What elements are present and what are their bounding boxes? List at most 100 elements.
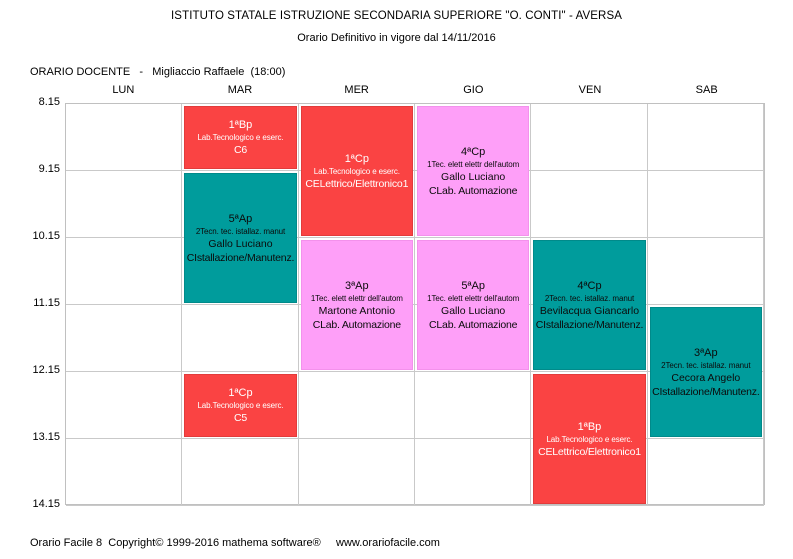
teacher-hours: (18:00) (250, 66, 286, 78)
event-class-label: 1ªCp (344, 152, 369, 165)
event-class-label: 3ªAp (693, 346, 718, 359)
day-header-mer: MER (344, 84, 369, 96)
schedule-subtitle: Orario Definitivo in vigore dal 14/11/20… (297, 32, 496, 44)
event-mer-2: 3ªAp 1Tec. elett elettr dell'autom Martone… (300, 240, 413, 370)
event-ven-2: 4ªCp 2Tecn. tec. istallaz. manut Bevilacqu… (533, 240, 646, 370)
day-header-mar: MAR (227, 84, 253, 96)
time-label-13-15: 13.15 (32, 431, 60, 443)
day-header-gio: GIO (463, 84, 484, 96)
time-label-10-15: 10.15 (32, 230, 60, 242)
event-gio-0: 4ªCp 1Tec. elett elettr dell'autom Gallo L… (417, 106, 530, 236)
time-label-14-15: 14.15 (32, 498, 60, 510)
grid-cell (531, 104, 648, 171)
event-mar-1: 5ªAp 2Tecn. tec. istallaz. manut Gallo Luc… (184, 173, 297, 303)
event-subject-label: Lab.Tecnologico e eserc. (313, 166, 400, 176)
event-class-label: 1ªCp (228, 387, 253, 399)
event-subject-label: Lab.Tecnologico e eserc. (197, 133, 284, 142)
event-subject-label: 2Tecn. tec. istallaz. manut (661, 360, 751, 370)
orario-docente-label: ORARIO DOCENTE (30, 66, 131, 78)
event-class-label: 1ªBp (228, 119, 253, 131)
event-teacher-label: Bevilacqua Giancarlo (539, 304, 640, 317)
teacher-name: Migliaccio Raffaele (152, 66, 245, 78)
grid-cell (182, 372, 299, 439)
event-ven-4: 1ªBp Lab.Tecnologico e eserc. CELettrico/E… (533, 374, 646, 504)
time-axis: 8.15 9.15 10.15 11.15 12.15 13.15 14.15 (0, 0, 60, 559)
grid-cell (647, 238, 764, 305)
event-room-label: CELettrico/Elettronico1 (305, 177, 409, 190)
grid-cell (298, 439, 415, 506)
event-class-label: 4ªCp (577, 279, 602, 292)
event-mer-0: 1ªCp Lab.Tecnologico e eserc. CELettrico/E… (300, 106, 413, 236)
footer-credits: Orario Facile 8 Copyright© 1999-2016 mat… (30, 537, 440, 549)
day-header-sab: SAB (695, 84, 718, 96)
day-header-row: LUN MAR MER GIO VEN SAB (65, 84, 765, 98)
grid-cell (66, 104, 183, 171)
event-sab-3: 3ªAp 2Tecn. tec. istallaz. manut Cecora An… (649, 307, 762, 437)
grid-cell (66, 305, 183, 372)
event-room-label: CIstallazione/Manutenz. (535, 318, 644, 331)
day-header-lun: LUN (112, 84, 135, 96)
grid-cell (415, 171, 532, 238)
grid-cell (298, 372, 415, 439)
event-teacher-label: Cecora Angelo (671, 371, 741, 384)
time-label-11-15: 11.15 (33, 297, 60, 309)
grid-cell (647, 171, 764, 238)
grid-cell (531, 439, 648, 506)
event-subject-label: 1Tec. elett elettr dell'autom (427, 293, 520, 303)
event-class-label: 4ªCp (461, 145, 486, 158)
event-room-label: CLab. Automazione (312, 318, 401, 331)
time-label-12-15: 12.15 (32, 364, 60, 376)
grid-cell (66, 439, 183, 506)
header-separator2 (143, 66, 152, 78)
event-room-label: C5 (233, 412, 247, 424)
separator-dash: - (139, 66, 144, 78)
grid-cell (182, 305, 299, 372)
timetable-grid: 1ªBp Lab.Tecnologico e eserc. C6 1ªCp Lab.Te… (65, 103, 765, 506)
event-room-label: CLab. Automazione (429, 318, 518, 331)
event-subject-label: 1Tec. elett elettr dell'autom (427, 159, 520, 169)
grid-cell (182, 104, 299, 171)
grid-cell (647, 104, 764, 171)
grid-cell (415, 372, 532, 439)
grid-cell (66, 238, 183, 305)
event-teacher-label: Gallo Luciano (441, 304, 506, 317)
event-subject-label: 2Tecn. tec. istallaz. manut (195, 226, 286, 236)
event-room-label: CLab. Automazione (429, 184, 518, 197)
grid-cell (66, 372, 183, 439)
grid-cell (531, 171, 648, 238)
event-teacher-label: Martone Antonio (318, 304, 396, 317)
grid-cell (647, 372, 764, 439)
event-subject-label: Lab.Tecnologico e eserc. (546, 434, 633, 444)
teacher-schedule-header: ORARIO DOCENTE - Migliaccio Raffaele (18… (30, 66, 285, 78)
event-gio-2: 5ªAp 1Tec. elett elettr dell'autom Gallo L… (417, 240, 530, 370)
event-class-label: 5ªAp (228, 212, 253, 225)
event-teacher-label: Gallo Luciano (441, 170, 506, 183)
event-mar-0: 1ªBp Lab.Tecnologico e eserc. C6 (184, 106, 297, 169)
event-room-label: CIstallazione/Manutenz. (186, 251, 295, 264)
grid-cell (298, 305, 415, 372)
grid-cell (66, 171, 183, 238)
grid-cell (531, 305, 648, 372)
event-class-label: 5ªAp (461, 279, 485, 292)
event-subject-label: Lab.Tecnologico e eserc. (197, 401, 284, 410)
event-room-label: CIstallazione/Manutenz. (652, 385, 760, 398)
grid-cell (415, 305, 532, 372)
grid-cell (182, 238, 299, 305)
event-mar-4: 1ªCp Lab.Tecnologico e eserc. C5 (184, 374, 297, 437)
event-subject-label: 1Tec. elett elettr dell'autom (310, 293, 403, 303)
event-teacher-label: Gallo Luciano (208, 237, 273, 250)
event-room-label: CELettrico/Elettronico1 (538, 445, 641, 458)
grid-cell (182, 439, 299, 506)
time-label-9-15: 9.15 (38, 163, 60, 175)
event-subject-label: 2Tecn. tec. istallaz. manut (544, 293, 635, 303)
day-header-ven: VEN (578, 84, 602, 96)
event-class-label: 3ªAp (344, 279, 369, 292)
grid-cell (415, 439, 532, 506)
time-label-8-15: 8.15 (38, 96, 60, 108)
event-room-label: C6 (233, 144, 247, 156)
grid-cell (298, 171, 415, 238)
event-class-label: 1ªBp (577, 420, 602, 433)
school-title: ISTITUTO STATALE ISTRUZIONE SECONDARIA S… (171, 10, 622, 22)
grid-cell (647, 439, 764, 506)
